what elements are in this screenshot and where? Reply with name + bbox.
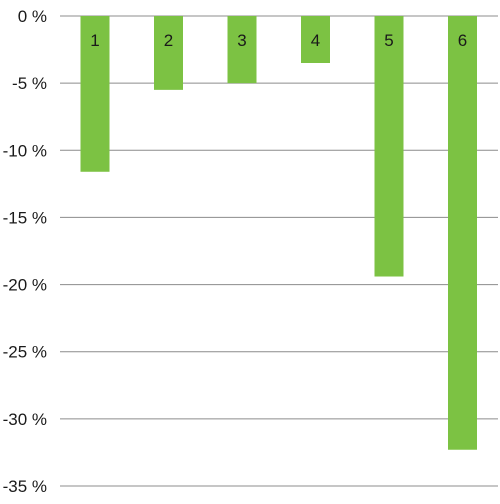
bars <box>80 16 477 450</box>
category-label: 2 <box>164 31 173 50</box>
y-tick-label: -5 % <box>12 74 47 93</box>
gridlines <box>60 15 498 487</box>
category-labels: 1 2 3 4 5 6 <box>90 31 467 50</box>
bar <box>301 16 330 63</box>
category-label: 6 <box>458 31 467 50</box>
category-label: 4 <box>311 31 320 50</box>
bar <box>154 16 183 90</box>
y-axis-tick-labels: 0 % -5 % -10 % -15 % -20 % -25 % -30 % -35 % <box>3 7 47 496</box>
bar <box>374 16 404 277</box>
category-label: 1 <box>90 31 99 50</box>
y-tick-label: -35 % <box>3 477 47 496</box>
category-label: 3 <box>237 31 246 50</box>
y-tick-label: -15 % <box>3 208 47 227</box>
y-tick-label: -30 % <box>3 410 47 429</box>
bar <box>448 16 477 450</box>
category-label: 5 <box>384 31 393 50</box>
y-tick-label: 0 % <box>18 7 47 26</box>
bar <box>80 16 110 172</box>
y-tick-label: -20 % <box>3 276 47 295</box>
y-tick-label: -10 % <box>3 141 47 160</box>
y-tick-label: -25 % <box>3 343 47 362</box>
bar <box>227 16 257 84</box>
